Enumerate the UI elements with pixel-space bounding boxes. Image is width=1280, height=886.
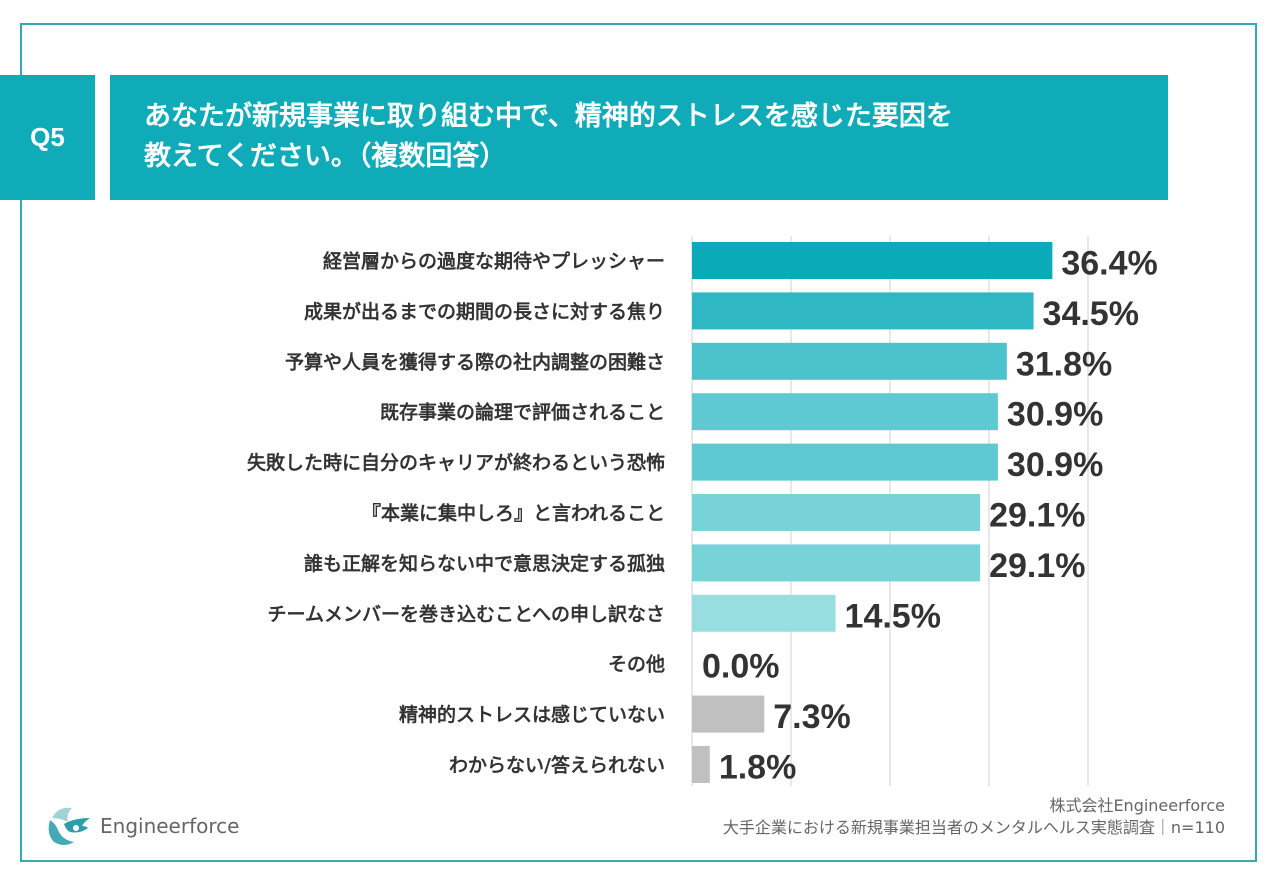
question-title-line1: あなたが新規事業に取り組む中で、精神的ストレスを感じた要因を [144,101,953,132]
value-label-7: 14.5% [845,597,941,635]
category-label-2: 予算や人員を獲得する際の社内調整の困難さ [285,350,665,373]
category-label-8: その他 [608,653,665,676]
value-label-8: 0.0% [702,648,780,686]
bar-3 [692,393,998,431]
category-label-1: 成果が出るまでの期間の長さに対する焦り [304,300,665,323]
value-label-9: 7.3% [773,698,851,736]
question-number: Q5 [30,122,65,152]
bar-4 [692,443,998,481]
company-name: 株式会社Engineerforce [1049,796,1225,815]
bar-7 [692,594,836,632]
value-label-5: 29.1% [989,497,1085,535]
category-label-7: チームメンバーを巻き込むことへの申し訳なさ [268,602,665,625]
question-number-badge: Q5 [0,75,95,200]
logo: Engineerforce [44,804,239,848]
engineerforce-logo-icon [48,807,90,845]
category-label-0: 経営層からの過度な期待やプレッシャー [323,250,665,273]
question-title-line2: 教えてください。（複数回答） [144,141,507,172]
logo-text: Engineerforce [100,814,240,838]
value-label-10: 1.8% [719,749,797,787]
value-label-3: 30.9% [1007,396,1103,434]
outer-frame [20,23,1257,862]
category-label-6: 誰も正解を知らない中で意思決定する孤独 [304,552,665,575]
category-label-10: わからない/答えられない [449,754,665,777]
value-label-2: 31.8% [1016,345,1112,383]
category-label-9: 精神的ストレスは感じていない [399,703,665,726]
bar-1 [692,292,1034,330]
bar-2 [692,342,1007,380]
value-label-4: 30.9% [1007,446,1103,484]
value-label-6: 29.1% [989,547,1085,585]
category-label-5: 『本業に集中しろ』と言われること [362,502,665,525]
source-credit: 株式会社Engineerforce 大手企業における新規事業担当者のメンタルヘル… [723,795,1225,839]
bar-5 [692,494,981,531]
bar-10 [692,746,710,783]
bar-9 [692,695,765,733]
category-label-3: 既存事業の論理で評価されること [380,401,665,424]
bar-6 [692,544,981,582]
value-label-0: 36.4% [1061,245,1157,283]
bar-0 [692,242,1053,279]
category-label-4: 失敗した時に自分のキャリアが終わるという恐怖 [247,451,665,474]
question-title-box: あなたが新規事業に取り組む中で、精神的ストレスを感じた要因を 教えてください。（… [110,75,1168,200]
survey-name: 大手企業における新規事業担当者のメンタルヘルス実態調査｜n=110 [722,818,1225,837]
value-label-1: 34.5% [1043,295,1139,333]
